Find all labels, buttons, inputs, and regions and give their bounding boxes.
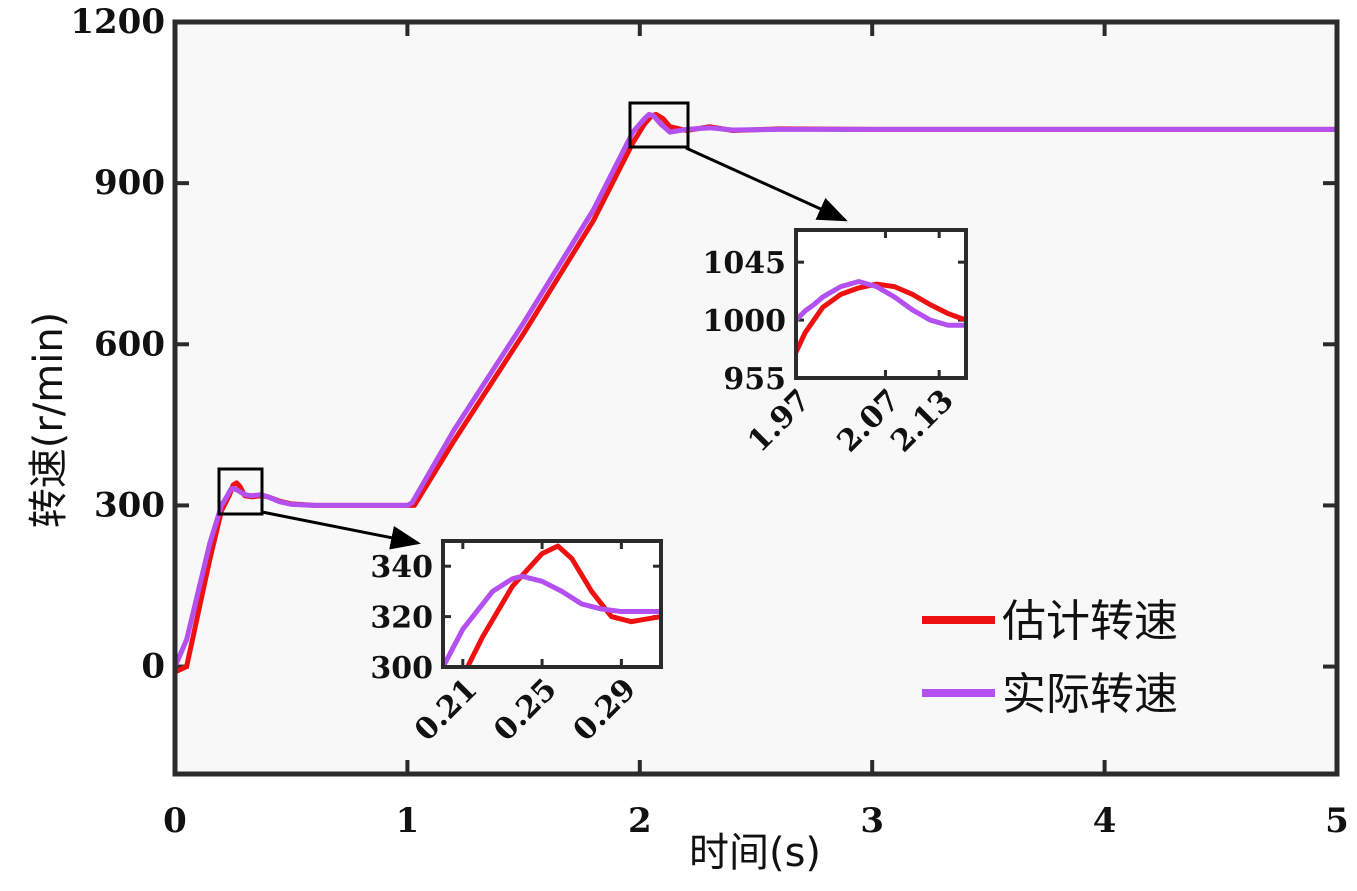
inset-upper-y-tick-label: 1045 [703,246,787,281]
inset-lower-frame [441,539,663,669]
y-axis-label: 转速(r/min) [26,312,72,529]
main-y-tick-label: 1200 [70,2,165,42]
inset-upper-series-group [796,278,966,355]
legend: 估计转速 实际转速 [922,596,1178,720]
legend-label-actual: 实际转速 [1002,669,1178,720]
legend-label-estimated: 估计转速 [1002,596,1178,647]
main-x-tick-label: 4 [1093,801,1117,841]
x-axis-label: 时间(s) [689,830,821,876]
main-y-tick-label: 900 [94,163,165,203]
inset-lower-y-tick-label: 340 [370,550,433,585]
inset-lower-series-actual [443,573,661,667]
inset-lower-series-group [443,543,661,667]
main-x-tick-label: 0 [163,801,187,841]
inset-upper-y-tick-label: 1000 [703,304,787,339]
inset-lower-series-estimated [464,543,661,667]
zoom-box-lower [217,467,264,516]
main-y-tick-label: 300 [94,485,165,525]
arrow-upper [685,146,848,222]
arrow-lower [261,510,421,550]
main-x-tick-label: 2 [628,801,652,841]
main-series-group [175,111,1337,675]
inset-upper-frame [794,228,968,380]
main-x-tick-label: 3 [860,801,884,841]
main-y-tick-label: 600 [94,324,165,364]
inset-lower-y-tick-label: 300 [370,651,433,686]
main-x-tick-label: 1 [396,801,420,841]
inset-upper-background [796,230,966,378]
inset-lower-y-tick-label: 320 [370,601,433,636]
main-x-tick-label: 5 [1325,801,1349,841]
inset-upper-series-actual [796,278,966,328]
plot-area [175,22,1337,774]
zoom-box-upper [628,101,690,149]
plot-frame [172,19,1340,777]
main-series: 0 1 2 3 4 5 0 300 600 900 1200 [70,2,1348,841]
inset-upper-y-tick-label: 955 [723,362,786,397]
main-y-tick-label: 0 [141,647,165,687]
main-series-actual [175,111,1337,670]
